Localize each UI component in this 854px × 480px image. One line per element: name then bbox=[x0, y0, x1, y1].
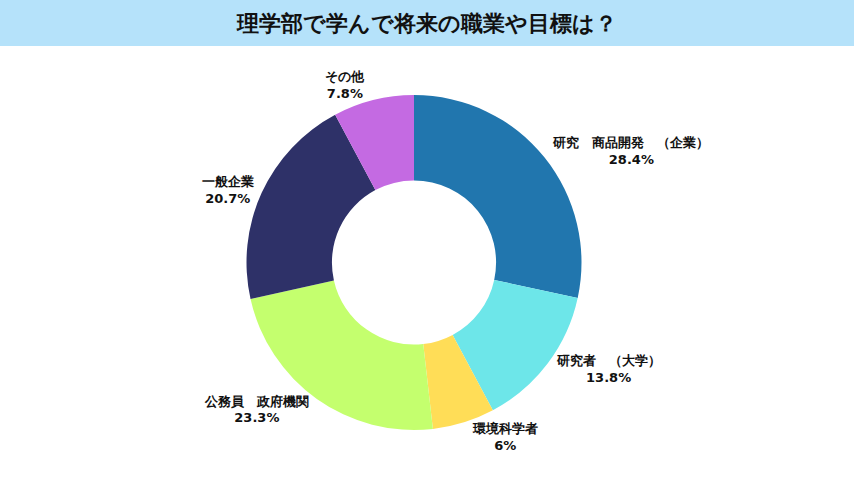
svg-text:公務員 政府機関23.3%: 公務員 政府機関23.3% bbox=[204, 394, 309, 426]
svg-text:一般企業20.7%: 一般企業20.7% bbox=[202, 174, 254, 206]
svg-text:研究 商品開発 （企業）28.4%: 研究 商品開発 （企業）28.4% bbox=[552, 135, 709, 167]
svg-text:その他7.8%: その他7.8% bbox=[325, 69, 365, 101]
svg-text:環境科学者6%: 環境科学者6% bbox=[472, 421, 538, 453]
svg-text:理学部で学んで将来の職業や目標は？: 理学部で学んで将来の職業や目標は？ bbox=[236, 11, 617, 36]
svg-text:研究者 （大学）13.8%: 研究者 （大学）13.8% bbox=[556, 353, 661, 385]
